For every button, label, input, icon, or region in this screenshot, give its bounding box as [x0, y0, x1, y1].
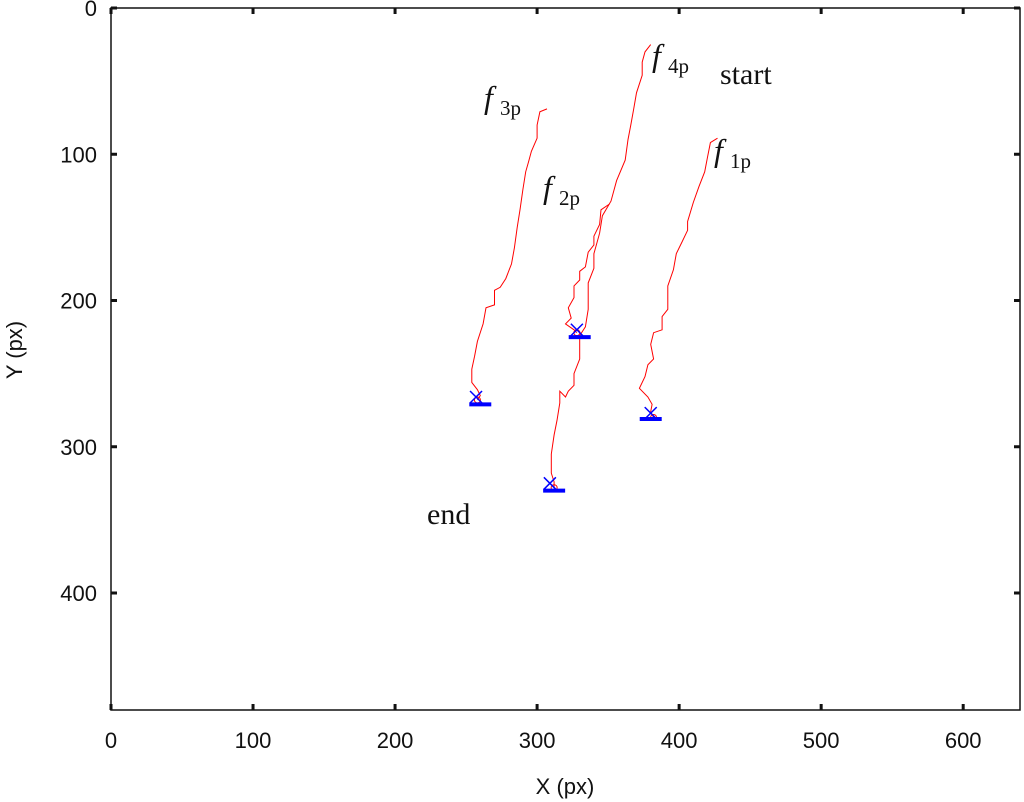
- end-annotation: end: [427, 498, 470, 531]
- trajectory-f1p: [638, 137, 718, 418]
- y-tick-label: 400: [60, 581, 97, 606]
- y-tick-label: 300: [60, 435, 97, 460]
- x-tick-label: 500: [803, 728, 840, 753]
- y-tick-label: 100: [60, 142, 97, 167]
- y-axis-label: Y (px): [2, 321, 27, 379]
- f2p-subscript: 2p: [559, 186, 580, 210]
- axis-ticks: 0 100 200 300 400 500 600 0 100 200 300 400: [60, 0, 1020, 753]
- x-tick-label: 200: [377, 728, 414, 753]
- x-tick-label: 0: [105, 728, 117, 753]
- f4p-subscript: 4p: [668, 54, 689, 78]
- y-tick-label: 200: [60, 289, 97, 314]
- end-cross-marker-f4p: [543, 476, 557, 490]
- x-tick-label: 400: [661, 728, 698, 753]
- x-tick-label: 300: [519, 728, 556, 753]
- start-annotation: start: [720, 58, 772, 91]
- end-cross-marker-f3p: [469, 390, 483, 404]
- x-tick-label: 100: [235, 728, 272, 753]
- end-cross-marker-f2p: [570, 323, 584, 337]
- trajectory-f2p: [564, 203, 610, 334]
- series-markers: [469, 323, 662, 493]
- series-lines: [471, 44, 718, 492]
- plot-area: [110, 7, 1021, 711]
- x-tick-label: 600: [945, 728, 982, 753]
- x-axis-label: X (px): [536, 774, 595, 799]
- trajectory-f3p: [471, 108, 548, 401]
- trajectory-f4p: [550, 44, 652, 488]
- f1p-subscript: 1p: [730, 149, 751, 173]
- f3p-subscript: 3p: [500, 96, 521, 120]
- y-tick-label: 0: [85, 0, 97, 21]
